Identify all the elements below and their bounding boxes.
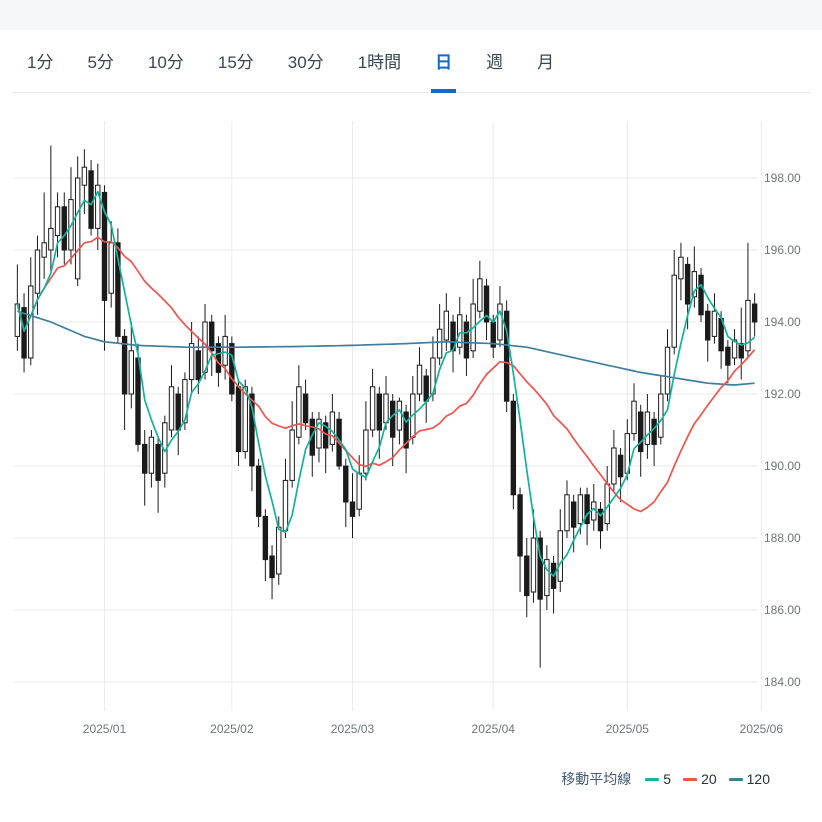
interval-tabs: 1分 5分 10分 15分 30分 1時間 日 週 月 <box>0 30 822 93</box>
svg-text:198.00: 198.00 <box>764 171 801 185</box>
svg-text:184.00: 184.00 <box>764 675 801 689</box>
ma-legend-items: 5 20 120 <box>645 771 770 787</box>
svg-text:192.00: 192.00 <box>764 387 801 401</box>
tab-1min[interactable]: 1分 <box>27 53 54 72</box>
ma20-color-dash <box>683 777 698 781</box>
tab-week[interactable]: 週 <box>486 53 504 72</box>
candles <box>14 145 758 668</box>
ma-legend: 移動平均線 5 20 120 <box>0 761 822 789</box>
svg-text:196.00: 196.00 <box>764 243 801 257</box>
ma5-label: 5 <box>663 771 672 787</box>
legend-item-ma120: 120 <box>728 771 770 787</box>
svg-text:186.00: 186.00 <box>764 603 801 617</box>
tab-5min[interactable]: 5分 <box>87 53 114 72</box>
ma5-color-dash <box>645 777 660 781</box>
tab-10min[interactable]: 10分 <box>147 53 184 72</box>
x-axis-labels: 2025/01 2025/02 2025/03 2025/04 2025/05 2025/… <box>83 722 784 736</box>
legend-item-ma20: 20 <box>683 771 717 787</box>
svg-text:2025/02: 2025/02 <box>210 722 254 736</box>
tab-1hour[interactable]: 1時間 <box>357 53 402 72</box>
svg-text:188.00: 188.00 <box>764 531 801 545</box>
tab-15min[interactable]: 15分 <box>217 53 254 72</box>
ma120-color-dash <box>728 777 743 781</box>
legend-item-ma5: 5 <box>645 771 671 787</box>
svg-text:190.00: 190.00 <box>764 459 801 473</box>
svg-text:2025/06: 2025/06 <box>740 722 784 736</box>
tab-day[interactable]: 日 <box>431 50 457 93</box>
chart-area: 198.00 196.00 194.00 192.00 190.00 188.00 186.… <box>0 111 822 761</box>
ma20-label: 20 <box>701 771 717 787</box>
svg-text:194.00: 194.00 <box>764 315 801 329</box>
tabs-divider <box>12 92 810 93</box>
x-gridlines <box>103 121 762 711</box>
ma-legend-title: 移動平均線 <box>561 771 632 787</box>
svg-text:2025/01: 2025/01 <box>83 722 127 736</box>
ma120-line <box>17 310 755 386</box>
price-chart-svg[interactable]: 198.00 196.00 194.00 192.00 190.00 188.00 186.… <box>0 111 822 756</box>
svg-text:2025/05: 2025/05 <box>606 722 650 736</box>
ma120-label: 120 <box>746 771 770 787</box>
svg-text:2025/04: 2025/04 <box>472 722 516 736</box>
tab-month[interactable]: 月 <box>537 53 555 72</box>
y-axis-labels: 198.00 196.00 194.00 192.00 190.00 188.00 186.… <box>764 171 801 689</box>
svg-text:2025/03: 2025/03 <box>331 722 375 736</box>
ma20-line <box>16 236 756 513</box>
tab-30min[interactable]: 30分 <box>287 53 324 72</box>
top-bar <box>0 0 822 30</box>
ma5-line <box>16 190 756 578</box>
